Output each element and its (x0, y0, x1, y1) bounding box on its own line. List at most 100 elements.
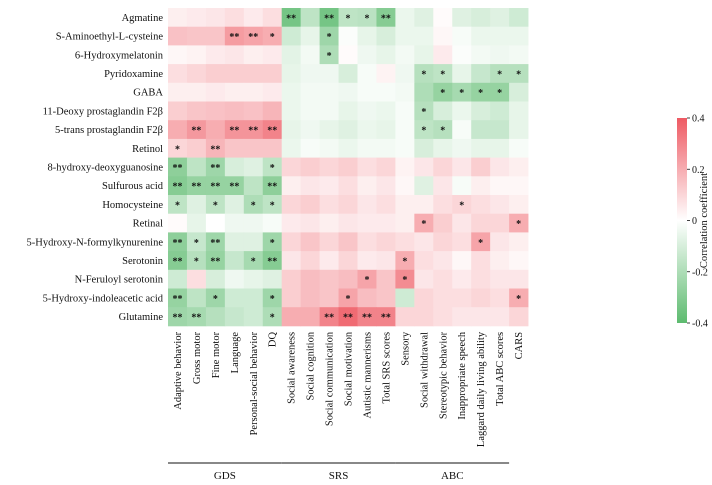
heatmap-cell (243, 26, 264, 46)
heatmap-cell (357, 307, 377, 327)
heatmap-cell (168, 251, 188, 271)
significance-mark: * (251, 200, 256, 211)
heatmap-cell (243, 64, 264, 84)
heatmap-cell (205, 195, 226, 215)
heatmap-cell (243, 82, 264, 102)
heatmap-cell (224, 232, 245, 252)
heatmap-cell (262, 251, 283, 271)
heatmap-cell (471, 176, 491, 196)
heatmap-cell (433, 138, 453, 158)
heatmap-cell (281, 176, 302, 196)
heatmap-cell (376, 195, 396, 215)
heatmap-cell (243, 101, 264, 121)
significance-mark: ** (229, 126, 239, 137)
row-label: Homocysteine (102, 200, 163, 211)
heatmap-cell (357, 157, 377, 177)
heatmap-cell (186, 101, 207, 121)
heatmap-cell (414, 8, 434, 28)
heatmap-cell (243, 232, 264, 252)
heatmap-cell (281, 307, 302, 327)
significance-mark: * (516, 219, 521, 230)
heatmap-cell (205, 8, 226, 28)
heatmap-cell (414, 82, 434, 102)
column-label: Social motivation (344, 331, 355, 406)
heatmap-cell (319, 45, 339, 65)
heatmap-cell (243, 251, 264, 271)
heatmap-cell (262, 26, 283, 46)
significance-mark: * (213, 294, 218, 305)
heatmap-cell (433, 251, 453, 271)
heatmap-cell (186, 232, 207, 252)
heatmap-cell (243, 138, 264, 158)
heatmap-cell (168, 64, 188, 84)
heatmap-cell (490, 64, 510, 84)
heatmap-cell (471, 138, 491, 158)
heatmap-cell (168, 82, 188, 102)
heatmap-cell (168, 307, 188, 327)
heatmap-cell (262, 157, 283, 177)
column-label: Adaptive behavior (173, 331, 184, 409)
colorbar-tick-label: 0.4 (692, 114, 705, 125)
heatmap-cell (262, 120, 283, 140)
heatmap-cell (433, 82, 453, 102)
heatmap-cell (205, 176, 226, 196)
heatmap-cell (168, 101, 188, 121)
heatmap-cell (243, 288, 264, 308)
heatmap-cell (433, 176, 453, 196)
heatmap-cell (338, 138, 358, 158)
significance-mark: ** (324, 13, 334, 24)
significance-mark: * (440, 69, 445, 80)
column-label: CARS (514, 332, 525, 360)
heatmap-cell (471, 213, 491, 233)
heatmap-cell (395, 269, 415, 289)
heatmap-cell (452, 26, 472, 46)
heatmap-cell (262, 269, 283, 289)
heatmap-cell (186, 251, 207, 271)
heatmap-cell (262, 8, 283, 28)
heatmap-cell (490, 45, 510, 65)
significance-mark: * (516, 69, 521, 80)
significance-mark: ** (362, 313, 372, 324)
significance-mark: ** (172, 182, 182, 193)
heatmap-cell (414, 157, 434, 177)
heatmap-cell (452, 176, 472, 196)
significance-mark: * (497, 69, 502, 80)
heatmap-cell (471, 45, 491, 65)
significance-mark: * (421, 69, 426, 80)
heatmap-cell (452, 195, 472, 215)
heatmap-cell (300, 45, 320, 65)
significance-mark: * (346, 294, 351, 305)
heatmap-cell (490, 82, 510, 102)
heatmap-cell (490, 176, 510, 196)
heatmap-cell (186, 307, 207, 327)
heatmap-cell (433, 8, 453, 28)
heatmap-cell (338, 8, 358, 28)
heatmap-cell (395, 8, 415, 28)
significance-mark: ** (381, 13, 391, 24)
heatmap-cell (281, 195, 302, 215)
heatmap-cell (509, 101, 529, 121)
heatmap-cell (414, 213, 434, 233)
heatmap-cell (376, 82, 396, 102)
heatmap-cell (376, 120, 396, 140)
heatmap-cell (281, 251, 302, 271)
heatmap-cell (433, 269, 453, 289)
significance-mark: * (364, 275, 369, 286)
heatmap-cell (414, 232, 434, 252)
column-label: Social withdrawal (419, 332, 430, 408)
heatmap-cell (319, 138, 339, 158)
heatmap-cell (509, 232, 529, 252)
heatmap-cell (414, 269, 434, 289)
heatmap-cell (433, 45, 453, 65)
heatmap-cell (281, 232, 302, 252)
significance-mark: ** (172, 313, 182, 324)
heatmap-cell (338, 26, 358, 46)
heatmap-cell (490, 26, 510, 46)
heatmap-cell (243, 269, 264, 289)
significance-mark: * (497, 88, 502, 99)
heatmap-cell (281, 138, 302, 158)
heatmap-cell (281, 120, 302, 140)
significance-mark: ** (248, 126, 258, 137)
heatmap-cell (224, 157, 245, 177)
heatmap-cell (243, 307, 264, 327)
